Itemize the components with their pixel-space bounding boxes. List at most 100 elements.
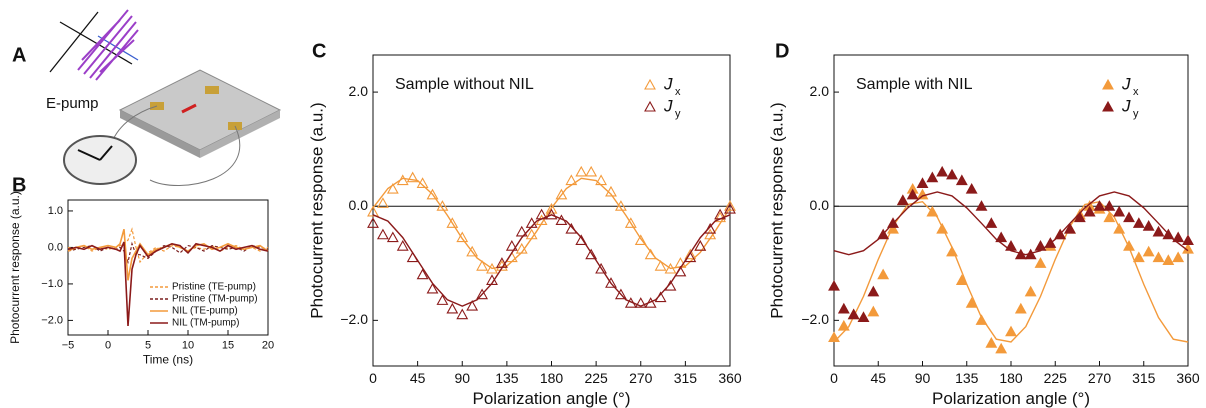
point xyxy=(1152,225,1165,237)
point xyxy=(396,174,409,186)
point xyxy=(975,200,988,211)
point xyxy=(1103,211,1116,223)
x-tick-label: 45 xyxy=(410,370,426,386)
annotation: Sample without NIL xyxy=(395,76,534,93)
point xyxy=(466,299,479,311)
legend-marker xyxy=(1102,78,1114,90)
point xyxy=(376,197,389,208)
x-tick-label: 90 xyxy=(915,370,931,386)
point xyxy=(614,200,627,211)
fit-line xyxy=(372,214,731,307)
illustration: A E-pump xyxy=(12,9,282,186)
x-tick-label: 180 xyxy=(540,370,564,386)
panel-label: B xyxy=(12,174,26,196)
point xyxy=(995,231,1008,243)
y-tick-label: 1.0 xyxy=(48,205,63,217)
point xyxy=(1073,211,1086,223)
x-tick-label: 90 xyxy=(454,370,470,386)
point xyxy=(674,265,687,277)
point xyxy=(965,182,978,194)
point xyxy=(426,188,439,200)
point xyxy=(995,342,1008,354)
point xyxy=(406,171,419,183)
panel-label: A xyxy=(12,44,26,66)
legend-subscript: x xyxy=(1133,86,1139,98)
point xyxy=(416,177,429,188)
point xyxy=(936,165,949,177)
point xyxy=(985,337,998,348)
point xyxy=(505,240,518,251)
legend-label: NIL (TM-pump) xyxy=(172,318,239,329)
point xyxy=(946,168,958,180)
point xyxy=(955,174,968,186)
point xyxy=(456,308,469,320)
series-line xyxy=(67,241,269,326)
chip-side xyxy=(200,110,280,158)
x-tick-label: 0 xyxy=(105,339,111,351)
point xyxy=(694,240,707,251)
point xyxy=(634,234,647,246)
point xyxy=(1182,234,1194,246)
point xyxy=(1024,285,1037,297)
y-axis-label: Photocurrent response (a.u.) xyxy=(307,102,326,318)
point xyxy=(624,297,637,308)
point xyxy=(1005,325,1017,337)
point xyxy=(896,194,909,206)
point xyxy=(386,182,399,194)
panel: B −5 0 5 10 15 20 1.0 0.0 −1.0 −2.0 Time (ns) Photoc… xyxy=(8,174,274,366)
point xyxy=(515,242,528,254)
point xyxy=(634,297,647,308)
point xyxy=(436,294,449,305)
legend-label: NIL (TE-pump) xyxy=(172,306,238,317)
point xyxy=(1005,240,1017,251)
point xyxy=(714,208,727,220)
field-axis xyxy=(49,11,99,73)
point xyxy=(1044,237,1057,248)
x-tick-label: 315 xyxy=(674,370,698,386)
point xyxy=(1113,222,1126,234)
y-tick-label: 2.0 xyxy=(810,83,830,99)
point xyxy=(916,177,929,188)
legend-label: J xyxy=(1121,96,1131,115)
point xyxy=(965,297,978,308)
point xyxy=(1014,302,1027,314)
point xyxy=(1152,251,1165,263)
y-tick-label: 0.0 xyxy=(810,197,830,213)
point xyxy=(1093,200,1106,211)
point xyxy=(828,331,840,343)
annotation: Sample with NIL xyxy=(856,76,973,93)
x-tick-label: 20 xyxy=(262,339,274,351)
point xyxy=(1014,248,1027,260)
point xyxy=(877,228,890,240)
x-tick-label: 45 xyxy=(870,370,886,386)
x-tick-label: 0 xyxy=(830,370,838,386)
point xyxy=(1064,222,1076,234)
point xyxy=(486,262,498,274)
legend-label: J xyxy=(663,96,673,115)
point xyxy=(614,288,627,300)
y-axis-label: Photocurrent response (a.u.) xyxy=(8,191,22,344)
point xyxy=(704,228,717,240)
point xyxy=(595,174,608,186)
point xyxy=(545,208,558,220)
legend-marker xyxy=(644,100,656,112)
point xyxy=(1132,217,1145,228)
point xyxy=(1103,200,1116,211)
fit-line xyxy=(372,177,731,270)
series-line xyxy=(67,241,269,265)
point xyxy=(396,240,409,251)
pump-wave xyxy=(77,9,139,81)
point xyxy=(436,200,449,211)
point xyxy=(684,251,697,263)
legend-label: J xyxy=(663,74,673,93)
point xyxy=(585,248,598,260)
point xyxy=(565,222,578,234)
point xyxy=(446,217,459,228)
point xyxy=(1142,245,1155,257)
point xyxy=(406,251,419,263)
sample-chip xyxy=(118,69,282,151)
point xyxy=(535,208,548,220)
point xyxy=(605,277,617,288)
point xyxy=(585,165,598,177)
point xyxy=(664,279,677,291)
